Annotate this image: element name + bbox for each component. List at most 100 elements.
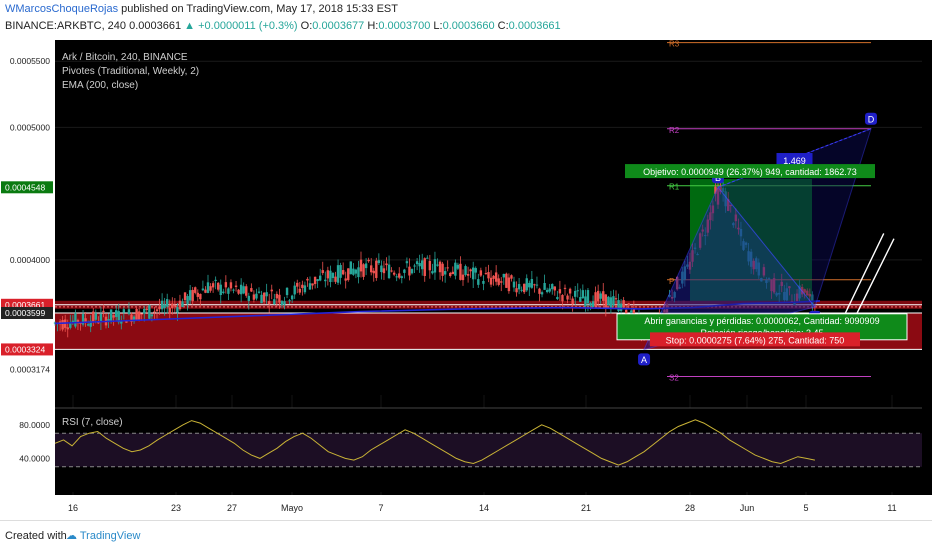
candle-body: [148, 305, 151, 319]
candle-body: [107, 318, 110, 322]
pattern-point-label: A: [641, 355, 647, 365]
candle-body: [321, 270, 324, 274]
candle-body: [311, 283, 314, 286]
close-label: C:: [497, 20, 509, 32]
candle-body: [538, 288, 541, 294]
candle-body: [500, 281, 503, 283]
low-label: L:: [433, 20, 443, 32]
candle-body: [132, 316, 136, 322]
candle-body: [155, 309, 159, 312]
candle-body: [217, 282, 220, 290]
candle-body: [273, 299, 276, 305]
candle-body: [79, 322, 82, 324]
candle-body: [563, 287, 567, 289]
legend-ema: EMA (200, close): [62, 80, 138, 91]
ratio-label: 1.469: [783, 156, 806, 166]
created-with: Created with: [5, 530, 67, 542]
candle-body: [214, 279, 217, 281]
candle-body: [140, 313, 143, 315]
price-tag-label: 0.0003324: [5, 344, 45, 354]
candle-body: [224, 282, 228, 288]
chart-area[interactable]: 0.00055000.00050000.00040000.00036450.00…: [0, 40, 932, 520]
candle-body: [477, 279, 480, 285]
candle-body: [392, 272, 396, 275]
candle-body: [370, 265, 373, 273]
candle-body: [390, 270, 393, 272]
candle-body: [382, 268, 386, 274]
publish-info: published on TradingView.com, May 17, 20…: [121, 3, 398, 15]
candle-body: [66, 327, 69, 330]
x-tick-label: 7: [378, 503, 383, 513]
candle-body: [283, 301, 286, 305]
candle-body: [403, 269, 406, 273]
candle-body: [265, 292, 268, 297]
candle-body: [622, 300, 625, 308]
candle-body: [173, 305, 177, 307]
candle-body: [211, 283, 215, 288]
stop-label: Stop: 0.0000275 (7.64%) 275, Cantidad: 7…: [666, 335, 845, 345]
candle-body: [719, 186, 722, 192]
candle-body: [614, 298, 618, 300]
candle-body: [441, 263, 444, 276]
legend-title: Ark / Bitcoin, 240, BINANCE: [62, 52, 188, 63]
candle-body: [298, 288, 301, 293]
low-value: 0.0003660: [442, 20, 495, 32]
candle-body: [160, 300, 164, 310]
legend-pivots: Pivotes (Traditional, Weekly, 2): [62, 66, 199, 77]
candle-body: [290, 295, 294, 300]
candle-body: [408, 266, 411, 276]
tradingview-logo[interactable]: ☁ TradingView: [66, 530, 141, 542]
candle-body: [456, 264, 460, 269]
candle-body: [168, 307, 171, 314]
candle-body: [102, 310, 105, 312]
target-badge: [625, 164, 875, 179]
candle-body: [242, 286, 245, 294]
price-chart[interactable]: 0.00055000.00050000.00040000.00036450.00…: [0, 40, 932, 520]
candle-body: [120, 321, 123, 324]
candle-body: [191, 289, 194, 302]
candle-body: [206, 282, 210, 293]
candle-body: [589, 303, 592, 306]
candle-body: [237, 289, 240, 294]
candle-body: [257, 291, 261, 293]
candle-body: [604, 294, 607, 309]
candle-body: [507, 277, 511, 292]
candle-body: [454, 262, 457, 276]
candle-body: [512, 281, 516, 288]
candle-body: [145, 308, 148, 310]
pattern-point-label: D: [868, 114, 875, 124]
candle-body: [316, 279, 319, 282]
candle-body: [275, 293, 279, 299]
candle-body: [375, 260, 378, 278]
candle-body: [525, 278, 528, 291]
candle-body: [461, 274, 465, 281]
candle-body: [252, 294, 256, 300]
candle-body: [566, 295, 569, 300]
position-labels: Objetivo: 0.0000949 (26.37%) 949, cantid…: [616, 164, 908, 347]
candle-body: [395, 276, 398, 278]
candle-body: [183, 292, 187, 301]
candle-body: [86, 324, 90, 326]
candle-body: [89, 320, 92, 327]
candle-body: [436, 264, 439, 266]
y-tick-label: 0.0005000: [10, 122, 50, 132]
candle-body: [385, 263, 388, 266]
x-tick-label: 28: [685, 503, 695, 513]
candle-body: [270, 289, 273, 292]
candle-body: [349, 261, 352, 275]
candle-body: [584, 296, 587, 307]
candle-body: [303, 285, 307, 293]
ohlc-line: BINANCE:ARKBTC, 240 0.0003661 ▲ +0.00000…: [5, 20, 561, 32]
pattern-point-badge: [638, 353, 651, 366]
candle-body: [99, 313, 103, 322]
price-tag: [1, 307, 53, 320]
candle-body: [398, 273, 401, 278]
x-tick-label: 14: [479, 503, 489, 513]
candle-body: [74, 313, 77, 327]
candle-body: [619, 303, 623, 311]
author-link[interactable]: WMarcosChoqueRojas: [5, 3, 119, 15]
candle-body: [561, 295, 564, 302]
candle-body: [377, 260, 381, 264]
candle-body: [428, 261, 432, 271]
candle-body: [599, 293, 602, 299]
